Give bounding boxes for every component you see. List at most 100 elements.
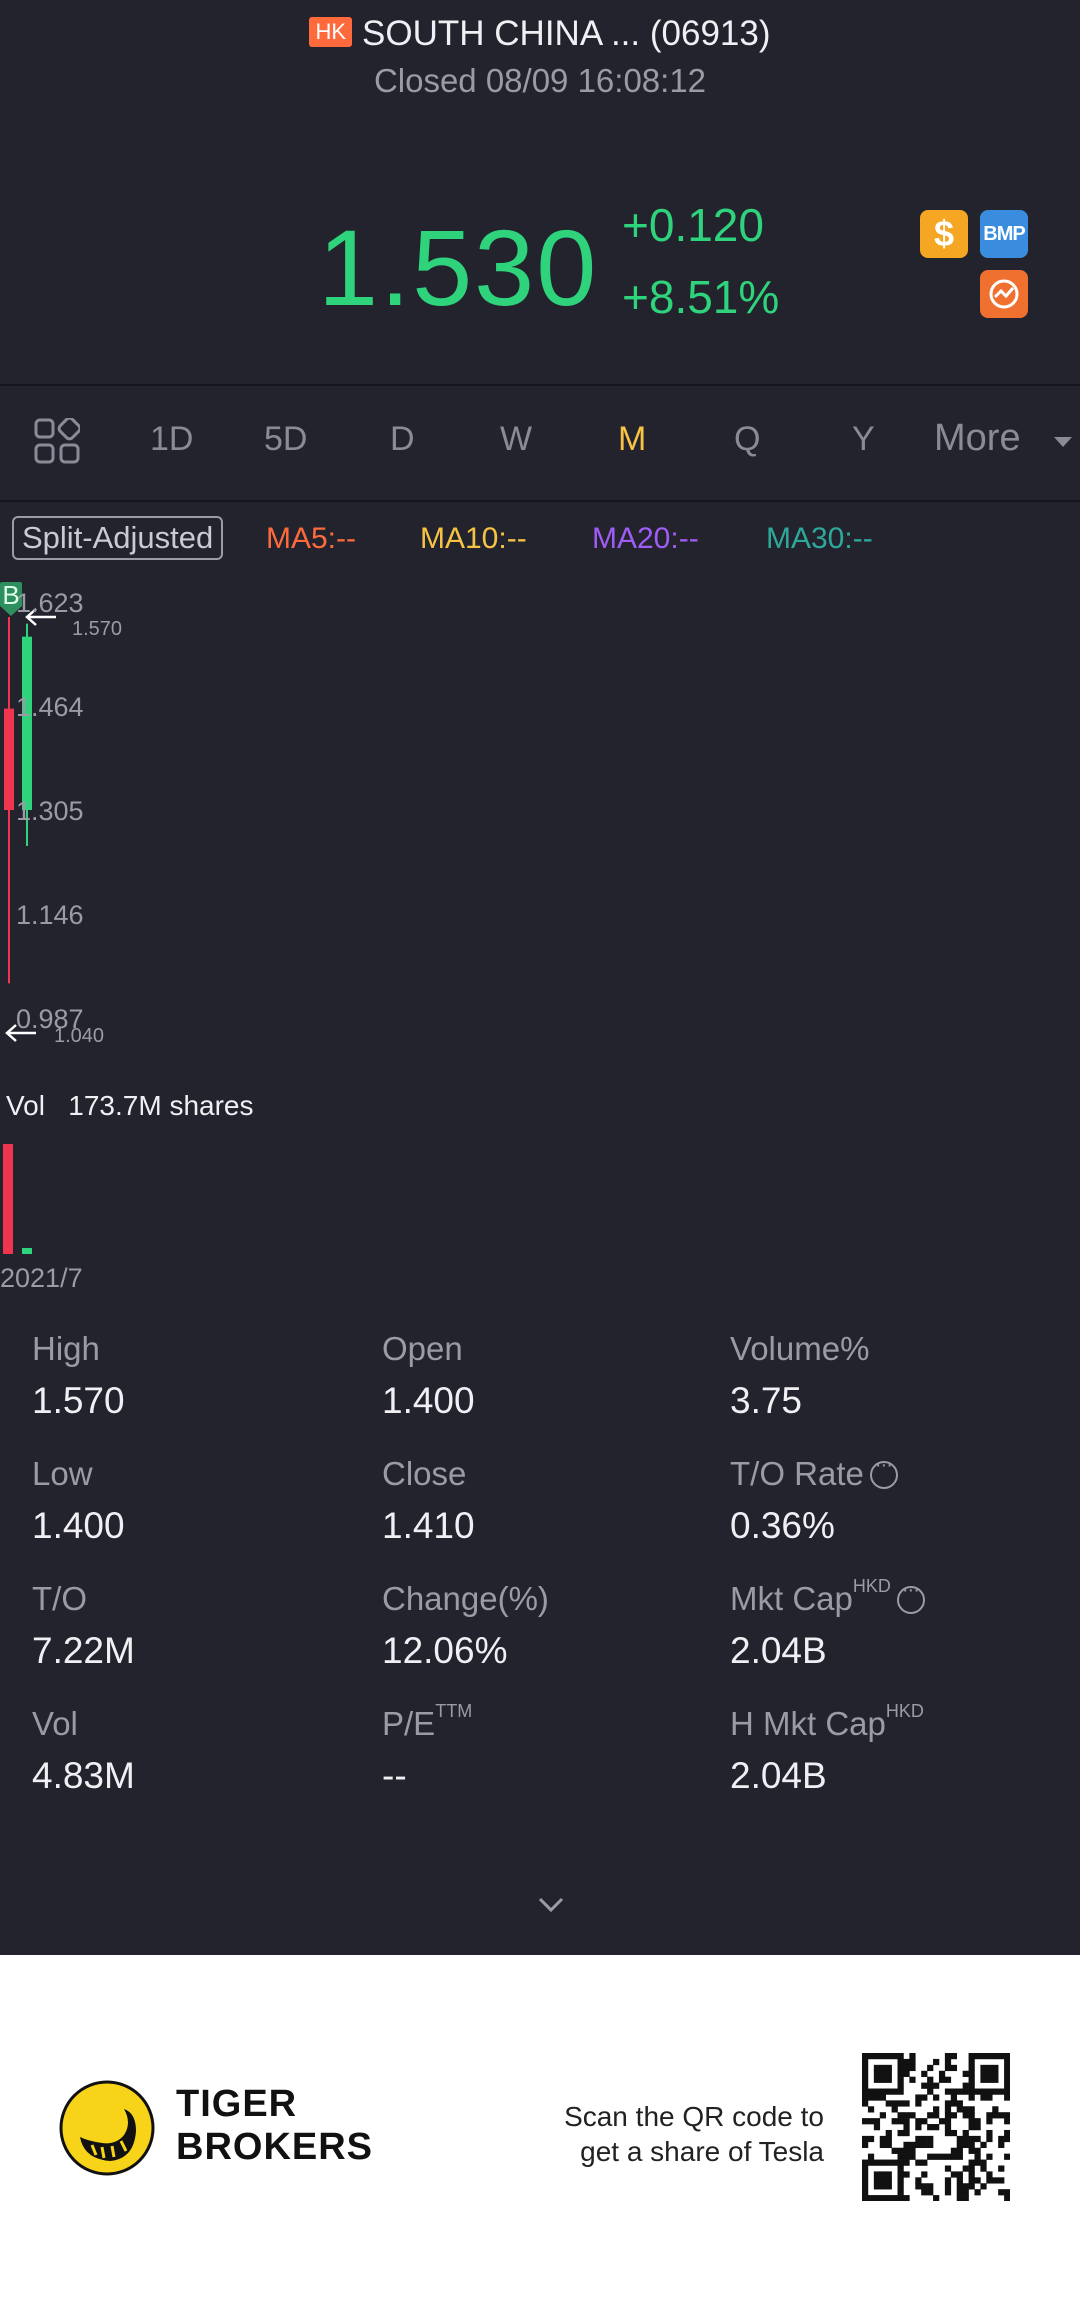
qr-caption-line1: Scan the QR code to: [564, 2101, 824, 2132]
qr-module: [1004, 2064, 1010, 2072]
qr-module: [980, 2076, 987, 2083]
trend-badge-icon[interactable]: [980, 270, 1028, 318]
qr-code-icon[interactable]: [862, 2053, 1010, 2201]
qr-module: [885, 2135, 892, 2143]
stat-turnover-value: 7.22M: [32, 1630, 135, 1671]
qr-module: [962, 2183, 969, 2190]
candle-body[interactable]: [4, 708, 14, 810]
qr-module: [879, 2159, 886, 2166]
qr-module: [956, 2153, 963, 2160]
qr-module: [862, 2189, 869, 2196]
price-change-percent: +8.51%: [622, 271, 780, 323]
stat-open-label: Open: [382, 1330, 463, 1367]
qr-module: [1004, 2058, 1010, 2066]
qr-module: [862, 2165, 869, 2172]
qr-module: [933, 2195, 940, 2201]
qr-module: [968, 2183, 975, 2190]
qr-module: [1004, 2112, 1010, 2119]
qr-module: [862, 2094, 869, 2101]
volume-prefix: Vol: [6, 1090, 45, 1121]
qr-module: [938, 2118, 946, 2125]
qr-module: [986, 2135, 993, 2143]
qr-module: [897, 2100, 904, 2107]
split-adjusted-toggle[interactable]: Split-Adjusted: [12, 516, 224, 560]
qr-module: [885, 2064, 892, 2072]
stat-to-rate-label: T/O Rate: [730, 1454, 898, 1493]
qr-module: [915, 2159, 922, 2166]
qr-module: [897, 2118, 904, 2125]
qr-module: [897, 2058, 904, 2066]
qr-module: [873, 2094, 881, 2101]
qr-module: [1004, 2135, 1010, 2143]
qr-module: [921, 2183, 928, 2190]
qr-module: [933, 2112, 940, 2119]
qr-module: [885, 2100, 892, 2107]
qr-module: [873, 2177, 881, 2184]
tab-month[interactable]: M: [618, 420, 647, 458]
qr-module: [921, 2141, 928, 2149]
buy-marker-icon[interactable]: B: [0, 580, 22, 616]
qr-module: [992, 2053, 999, 2060]
qr-module: [885, 2070, 892, 2077]
qr-module: [968, 2165, 975, 2172]
tab-week[interactable]: W: [500, 420, 533, 458]
qr-module: [1004, 2082, 1010, 2089]
qr-module: [903, 2153, 910, 2160]
qr-module: [885, 2183, 892, 2190]
qr-module: [921, 2135, 928, 2143]
qr-module: [1004, 2076, 1010, 2083]
qr-module: [950, 2088, 958, 2095]
qr-module: [938, 2153, 946, 2160]
qr-module: [915, 2141, 922, 2149]
expand-chevron-down-icon[interactable]: [536, 1890, 566, 1920]
stat-change-label: Change(%): [382, 1580, 549, 1617]
qr-module: [903, 2147, 910, 2154]
tab-1d[interactable]: 1D: [150, 420, 194, 458]
qr-module: [1004, 2129, 1010, 2137]
qr-module: [897, 2195, 904, 2201]
qr-module: [891, 2195, 898, 2201]
bmp-badge-icon[interactable]: BMP: [980, 210, 1028, 258]
qr-module: [933, 2124, 940, 2131]
qr-module: [974, 2053, 981, 2060]
qr-module: [915, 2124, 922, 2131]
tab-quarter[interactable]: Q: [734, 420, 761, 458]
qr-module: [921, 2094, 928, 2101]
dropdown-caret-icon[interactable]: [1052, 434, 1074, 450]
qr-module: [873, 2076, 881, 2083]
qr-module: [903, 2171, 910, 2178]
qr-module: [897, 2177, 904, 2184]
stat-pe-label: P/ETTM: [382, 1701, 472, 1743]
y-axis-tick-label: 1.146: [16, 900, 84, 930]
qr-module: [962, 2165, 969, 2172]
qr-module: [915, 2183, 922, 2190]
dollar-badge-icon[interactable]: $: [920, 210, 968, 258]
tab-day[interactable]: D: [390, 420, 415, 458]
qr-module: [950, 2129, 958, 2137]
chart-date-label: 2021/7: [0, 1263, 83, 1293]
qr-module: [885, 2141, 892, 2149]
qr-module: [974, 2153, 981, 2160]
qr-module: [986, 2129, 993, 2137]
tab-5d[interactable]: 5D: [264, 420, 308, 458]
kline-chart[interactable]: B 1.623 1.464 1.305 1.146 0.987 1.570 1.040: [0, 570, 1080, 1080]
qr-caption: Scan the QR code to get a share of Tesla: [564, 2099, 824, 2169]
qr-module: [862, 2195, 869, 2201]
qr-module: [873, 2064, 881, 2072]
qr-module: [921, 2189, 928, 2196]
qr-module: [986, 2094, 993, 2101]
stat-vol-value: 4.83M: [32, 1755, 135, 1796]
tab-more[interactable]: More: [934, 417, 1021, 459]
qr-module: [986, 2112, 993, 2119]
layout-grid-icon[interactable]: [34, 418, 80, 464]
info-icon[interactable]: [869, 1454, 898, 1489]
candle-body[interactable]: [22, 636, 32, 810]
qr-module: [897, 2183, 904, 2190]
stat-to-rate-value: 0.36%: [730, 1505, 835, 1546]
qr-module: [903, 2129, 910, 2137]
ma30-label: MA30:--: [766, 522, 873, 555]
qr-module: [885, 2171, 892, 2178]
info-icon[interactable]: [896, 1579, 925, 1614]
volume-value: 173.7M shares: [68, 1090, 254, 1121]
tab-year[interactable]: Y: [852, 420, 875, 458]
